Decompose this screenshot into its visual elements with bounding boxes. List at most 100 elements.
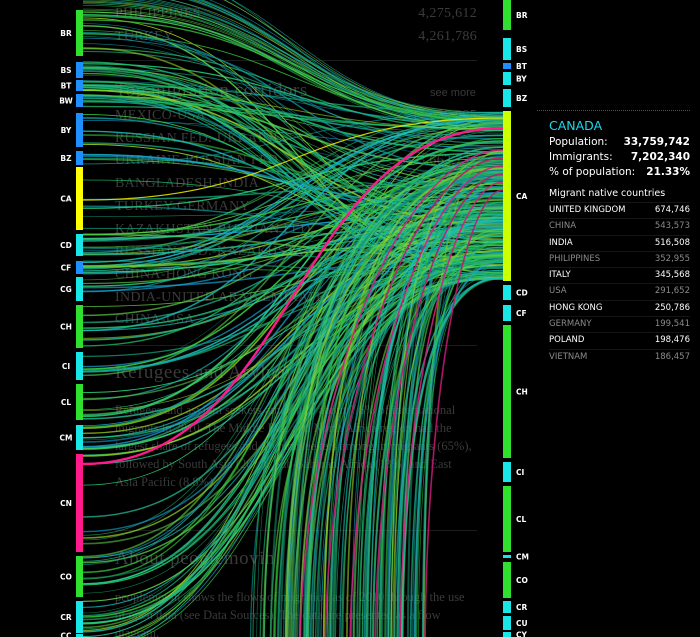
- immigration-bar: [503, 555, 511, 558]
- country-code: BT: [516, 62, 528, 71]
- divider: [115, 345, 477, 346]
- stat: Population: 33,759,742: [549, 136, 690, 151]
- see-more-link[interactable]: see more: [430, 87, 476, 99]
- immigration-bar: [503, 38, 511, 60]
- emigration-bar: [76, 113, 83, 147]
- country-code: CR: [60, 613, 72, 622]
- emigration-bar: [76, 425, 83, 450]
- emigration-bar: [76, 601, 83, 633]
- flow-line: [82, 130, 504, 541]
- flow-line: [82, 122, 504, 377]
- immigration-bar: [503, 325, 511, 458]
- flow-line: [82, 84, 504, 114]
- origin-value: 186,457: [654, 351, 690, 362]
- flow-line: [82, 130, 504, 272]
- country-code: CF: [61, 264, 72, 273]
- origin-row: INDIA 516,508: [549, 234, 690, 251]
- flow-line: [82, 271, 504, 602]
- corridor-row: BANGLADESH-INDIA: [115, 176, 477, 192]
- country-code: BW: [59, 97, 73, 106]
- country-code: BR: [516, 11, 528, 20]
- flow-line: [82, 32, 504, 173]
- flow-line: [82, 83, 504, 188]
- country-code: CU: [516, 619, 528, 628]
- country-code: BS: [60, 66, 71, 75]
- emigration-bar: [76, 634, 83, 637]
- flow-line: [202, 0, 504, 121]
- flow-line: [418, 260, 504, 637]
- country-value: 4,261,786: [418, 29, 477, 44]
- origin-row: CHINA 543,573: [549, 218, 690, 234]
- flow-line: [295, 167, 504, 637]
- country-code: CG: [60, 285, 72, 294]
- origin-value: 674,746: [654, 205, 690, 215]
- immigration-bar: [503, 462, 511, 482]
- flow-line: [318, 275, 504, 637]
- flow-line: [223, 0, 504, 119]
- country-code: CA: [516, 192, 528, 201]
- emigration-bar: [76, 62, 83, 78]
- flow-line: [287, 216, 504, 637]
- country-code: BY: [61, 126, 72, 135]
- flow-line: [82, 63, 504, 127]
- flow-line: [82, 90, 504, 130]
- country-code: CA: [60, 195, 72, 204]
- flow-line: [82, 50, 504, 145]
- origin-value: 543,573: [654, 221, 690, 232]
- stat-value: 7,202,340: [630, 151, 690, 163]
- flow-line: [339, 220, 504, 637]
- flow-line: [324, 157, 504, 637]
- flow-line: [82, 113, 504, 332]
- immigration-bar: [503, 72, 511, 85]
- country-code: CI: [516, 468, 525, 477]
- origin-list: UNITED KINGDOM 674,746 CHINA 543,573 INDIA 51…: [537, 202, 690, 365]
- emigration-bar: [76, 352, 83, 380]
- flow-line: [341, 241, 504, 637]
- emigration-bar: [76, 384, 83, 420]
- origin-name: VIETNAM: [549, 351, 588, 362]
- immigration-bar: [503, 63, 511, 69]
- flow-line: [327, 170, 504, 637]
- flow-line: [82, 226, 504, 434]
- emigration-bar: [76, 151, 83, 165]
- immigration-bar: [503, 601, 511, 613]
- country-code: CN: [60, 499, 72, 508]
- country-code: BZ: [60, 154, 72, 163]
- origin-name: CHINA: [549, 221, 577, 232]
- flow-line: [410, 259, 504, 637]
- country-code: CO: [516, 576, 528, 585]
- origin-row: VIETNAM 186,457: [549, 348, 690, 365]
- immigration-bar: [503, 305, 511, 321]
- flow-line: [424, 189, 504, 637]
- flow-line: [421, 177, 504, 637]
- immigration-bar: [503, 616, 511, 630]
- origin-row: HONG KONG 250,786: [549, 299, 690, 316]
- immigration-bar: [503, 285, 511, 300]
- country-code: CD: [516, 289, 528, 298]
- emigration-bar: [76, 261, 83, 274]
- flow-line: [82, 37, 504, 151]
- country-code: CM: [516, 553, 529, 562]
- emigration-bar: [76, 454, 83, 552]
- flow-line: [82, 14, 504, 131]
- stat-label: Population:: [549, 136, 608, 148]
- origin-row: POLAND 198,476: [549, 332, 690, 348]
- emigration-bar: [76, 305, 83, 348]
- flow-line: [170, 0, 504, 116]
- origin-value: 198,476: [654, 335, 690, 346]
- flow-line: [82, 25, 504, 274]
- origin-name: HONG KONG: [549, 302, 603, 313]
- country-code: BZ: [516, 94, 528, 103]
- flow-line: [390, 152, 504, 637]
- origin-name: ITALY: [549, 270, 571, 281]
- emigration-bar: [76, 556, 83, 597]
- country-code: CD: [60, 241, 72, 250]
- country-code: CO: [60, 573, 72, 582]
- country-code: BT: [61, 82, 73, 91]
- flow-line: [353, 233, 504, 637]
- corridor-name: TURKEY-GERMANY: [115, 198, 250, 214]
- origin-name: UNITED KINGDOM: [549, 205, 626, 215]
- stat: Immigrants: 7,202,340: [549, 151, 690, 166]
